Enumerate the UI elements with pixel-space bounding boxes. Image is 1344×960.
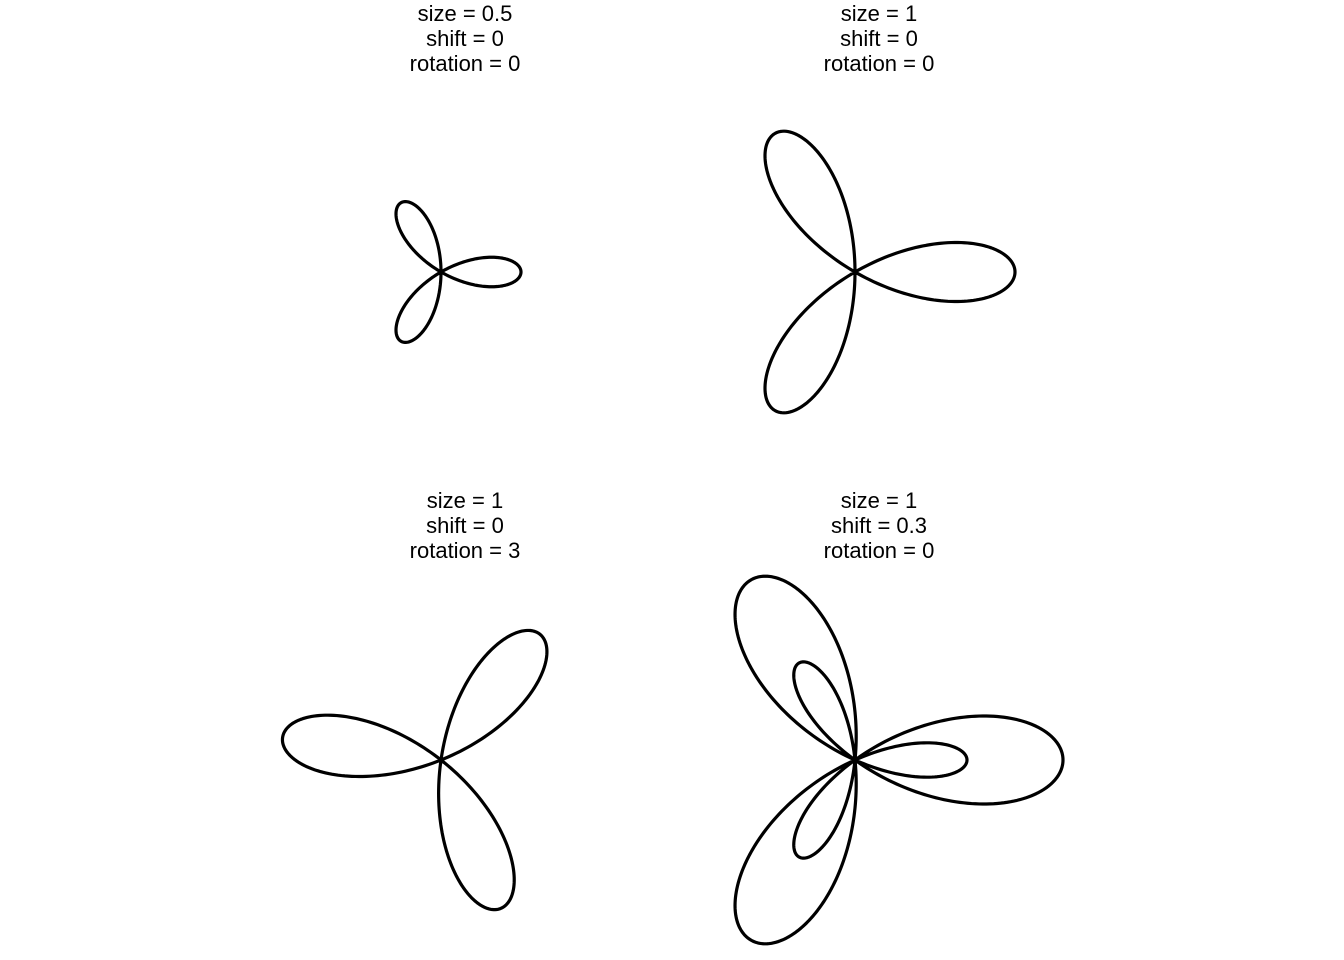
- panel-title-bottom-left: size = 1 shift = 0 rotation = 3: [315, 488, 615, 563]
- size-label: size = 1: [840, 488, 918, 513]
- trefoil-curve-size-0.5: [394, 200, 523, 344]
- panel-title-bottom-right: size = 1 shift = 0.3 rotation = 0: [729, 488, 1029, 563]
- panel-title-top-left: size = 0.5 shift = 0 rotation = 0: [315, 1, 615, 76]
- trefoil-curve-shifted: [733, 574, 1065, 946]
- size-label: size = 1: [426, 488, 504, 513]
- rotation-label: rotation = 0: [823, 538, 935, 563]
- trefoil-curve-rotated: [280, 628, 549, 912]
- size-label: size = 0.5: [417, 1, 513, 26]
- rotation-label: rotation = 0: [823, 51, 935, 76]
- size-label: size = 1: [840, 1, 918, 26]
- trefoil-curve-size-1: [763, 129, 1017, 415]
- rotation-label: rotation = 0: [409, 51, 521, 76]
- rotation-label: rotation = 3: [409, 538, 521, 563]
- panel-title-top-right: size = 1 shift = 0 rotation = 0: [729, 1, 1029, 76]
- shift-label: shift = 0: [840, 26, 918, 51]
- shift-label: shift = 0: [426, 26, 504, 51]
- shift-label: shift = 0: [426, 513, 504, 538]
- shift-label: shift = 0.3: [830, 513, 927, 538]
